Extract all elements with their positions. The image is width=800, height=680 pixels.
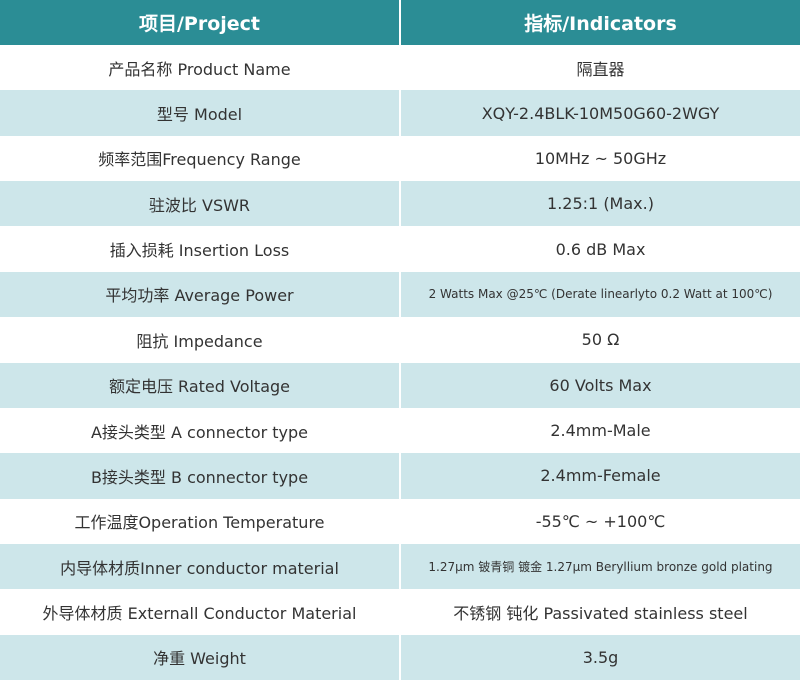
header-project: 项目/Project <box>0 0 400 45</box>
row-label: B接头类型 B connector type <box>0 453 400 499</box>
table-row: 阻抗 Impedance 50 Ω <box>0 317 800 363</box>
row-label: 内导体材质Inner conductor material <box>0 543 400 590</box>
row-value: 3.5g <box>399 634 800 680</box>
row-label: 净重 Weight <box>0 634 400 680</box>
row-value: 隔直器 <box>399 45 800 91</box>
table-row: 产品名称 Product Name 隔直器 <box>0 45 800 91</box>
row-value: 2 Watts Max @25℃ (Derate linearlyto 0.2 … <box>399 271 800 318</box>
row-value: 50 Ω <box>399 317 800 363</box>
table-row: 内导体材质Inner conductor material 1.27μm 铍青铜 … <box>0 543 800 590</box>
row-value: 0.6 dB Max <box>399 226 800 272</box>
table-row: 净重 Weight 3.5g <box>0 634 800 680</box>
table-row: 频率范围Frequency Range 10MHz ~ 50GHz <box>0 135 800 182</box>
row-label: 频率范围Frequency Range <box>98 150 301 170</box>
row-label: 平均功率 Average Power <box>0 271 400 318</box>
row-value: 10MHz ~ 50GHz <box>399 135 800 182</box>
row-label: 型号 Model <box>0 90 400 136</box>
row-value: XQY-2.4BLK-10M50G60-2WGY <box>399 90 800 136</box>
row-value: 1.27μm 铍青铜 镀金 1.27μm Beryllium bronze go… <box>399 543 800 590</box>
table-header: 项目/Project 指标/Indicators <box>0 0 800 45</box>
row-label: 工作温度Operation Temperature <box>74 513 325 533</box>
row-label: 插入损耗 Insertion Loss <box>109 241 290 261</box>
row-label: 阻抗 Impedance <box>136 331 263 351</box>
table-row: 平均功率 Average Power 2 Watts Max @25℃ (Dera… <box>0 271 800 318</box>
row-label: 驻波比 VSWR <box>0 181 400 227</box>
row-label: A接头类型 A connector type <box>90 422 309 442</box>
table-row: 型号 Model XQY-2.4BLK-10M50G60-2WGY <box>0 90 800 136</box>
row-value: 不锈钢 钝化 Passivated stainless steel <box>399 589 800 635</box>
table-row: 插入损耗 Insertion Loss 0.6 dB Max <box>0 226 800 272</box>
row-value: -55℃ ~ +100℃ <box>399 498 800 544</box>
row-label: 外导体材质 Externall Conductor Material <box>42 603 357 623</box>
header-indicators: 指标/Indicators <box>399 0 800 45</box>
table-row: 额定电压 Rated Voltage 60 Volts Max <box>0 362 800 408</box>
row-value: 2.4mm-Male <box>399 407 800 454</box>
row-value: 1.25:1 (Max.) <box>399 181 800 227</box>
row-value: 60 Volts Max <box>399 362 800 408</box>
row-value: 2.4mm-Female <box>399 453 800 499</box>
row-label: 产品名称 Product Name <box>108 59 291 79</box>
row-label: 额定电压 Rated Voltage <box>0 362 400 408</box>
table-row: B接头类型 B connector type 2.4mm-Female <box>0 453 800 499</box>
table-row: 驻波比 VSWR 1.25:1 (Max.) <box>0 181 800 227</box>
table-row: A接头类型 A connector type 2.4mm-Male <box>0 407 800 454</box>
table-row: 工作温度Operation Temperature -55℃ ~ +100℃ <box>0 498 800 544</box>
table-row: 外导体材质 Externall Conductor Material 不锈钢 钝化… <box>0 589 800 635</box>
